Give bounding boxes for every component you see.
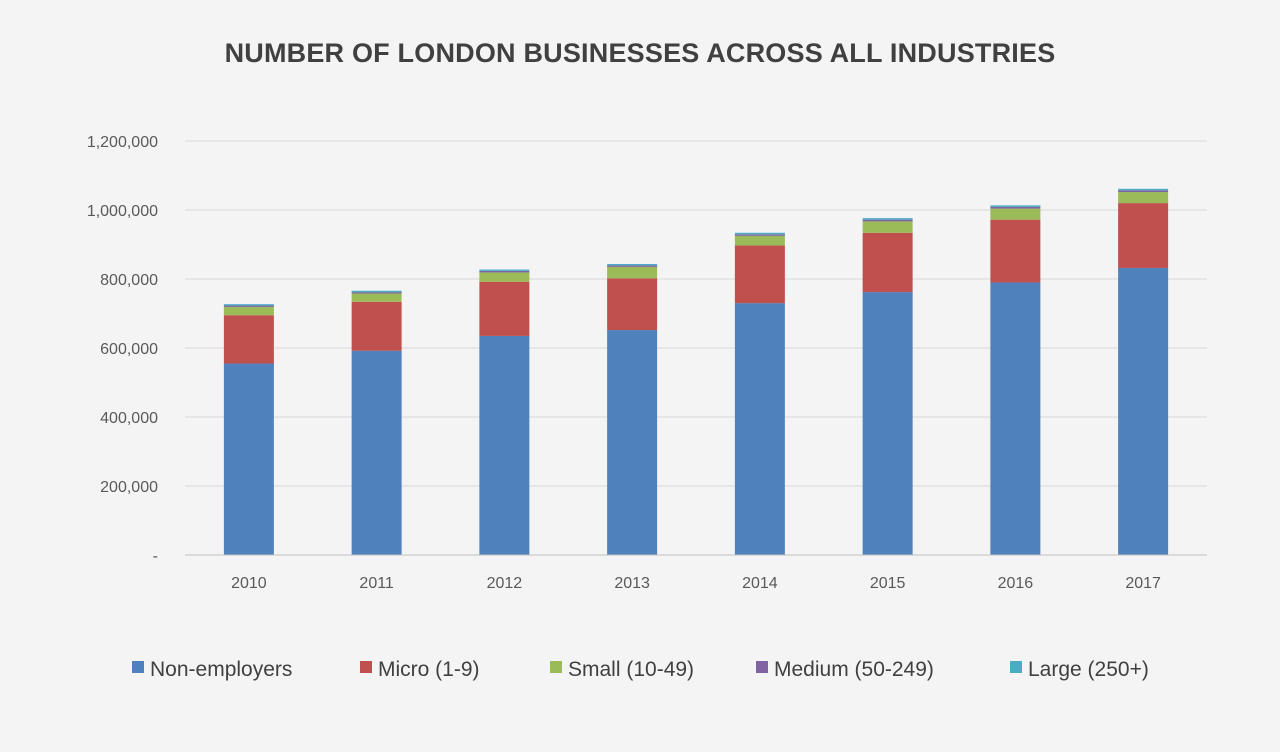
bar-segment bbox=[990, 208, 1041, 220]
legend-item: Medium (50-249) bbox=[756, 658, 934, 681]
bar-segment bbox=[734, 232, 785, 235]
bar-segment bbox=[990, 205, 1041, 207]
bar-segment bbox=[607, 265, 658, 267]
legend-swatch bbox=[360, 661, 372, 673]
legend-label: Non-employers bbox=[150, 658, 292, 681]
chart-title: NUMBER OF LONDON BUSINESSES ACROSS ALL I… bbox=[224, 38, 1056, 68]
bar-segment bbox=[607, 266, 658, 279]
bar-segment bbox=[734, 245, 785, 304]
bar-segment bbox=[351, 350, 402, 555]
bar-segment bbox=[479, 281, 530, 336]
bar-segment bbox=[862, 219, 913, 222]
legend-swatch bbox=[756, 661, 768, 673]
legend-swatch bbox=[550, 661, 562, 673]
y-tick-label: 200,000 bbox=[100, 479, 158, 496]
bar-segment bbox=[990, 219, 1041, 283]
legend-item: Small (10-49) bbox=[550, 658, 694, 681]
x-tick-label: 2010 bbox=[231, 575, 267, 592]
bar-segment bbox=[607, 330, 658, 555]
bar-segment bbox=[223, 363, 274, 555]
bar-segment bbox=[351, 292, 402, 294]
bar-segment bbox=[223, 305, 274, 307]
bar-segment bbox=[1118, 188, 1169, 191]
bar-segment bbox=[351, 290, 402, 293]
bar-segment bbox=[1118, 192, 1169, 204]
y-tick-label: 1,200,000 bbox=[87, 134, 158, 151]
bar-segment bbox=[223, 306, 274, 316]
bar-segment bbox=[351, 301, 402, 351]
legend-label: Medium (50-249) bbox=[774, 658, 934, 681]
bar-segment bbox=[990, 206, 1041, 209]
bars bbox=[223, 188, 1169, 555]
legend-label: Micro (1-9) bbox=[378, 658, 480, 681]
legend-item: Non-employers bbox=[132, 658, 292, 681]
x-tick-label: 2015 bbox=[870, 575, 906, 592]
x-tick-label: 2014 bbox=[742, 575, 778, 592]
bar-segment bbox=[734, 234, 785, 236]
bar-segment bbox=[479, 269, 530, 271]
y-tick-label: 1,000,000 bbox=[87, 203, 158, 220]
bar-segment bbox=[1118, 190, 1169, 193]
legend-swatch bbox=[132, 661, 144, 673]
y-tick-label: - bbox=[153, 548, 158, 565]
bar-segment bbox=[862, 218, 913, 220]
bar-segment bbox=[479, 270, 530, 273]
bar-segment bbox=[223, 304, 274, 306]
legend-item: Micro (1-9) bbox=[360, 658, 480, 681]
bar-segment bbox=[734, 303, 785, 555]
bar-segment bbox=[351, 293, 402, 302]
bar-segment bbox=[607, 263, 658, 266]
bar-segment bbox=[479, 335, 530, 555]
bar-segment bbox=[479, 272, 530, 282]
x-tick-label: 2012 bbox=[487, 575, 523, 592]
x-tick-label: 2016 bbox=[998, 575, 1034, 592]
gridlines bbox=[185, 140, 1207, 487]
bar-segment bbox=[862, 221, 913, 233]
y-tick-label: 600,000 bbox=[100, 341, 158, 358]
bar-segment bbox=[862, 292, 913, 555]
bar-segment bbox=[1118, 267, 1169, 555]
y-tick-label: 400,000 bbox=[100, 410, 158, 427]
bar-segment bbox=[862, 232, 913, 293]
y-tick-label: 800,000 bbox=[100, 272, 158, 289]
legend-label: Large (250+) bbox=[1028, 658, 1149, 681]
x-tick-label: 2017 bbox=[1125, 575, 1161, 592]
axes: - 200,000 400,000 600,000 800,000 1,000,000 1,… bbox=[87, 134, 1207, 592]
legend: Non-employers Micro (1-9) Small (10-49) Med… bbox=[132, 658, 1149, 681]
bar-segment bbox=[223, 315, 274, 364]
legend-swatch bbox=[1010, 661, 1022, 673]
bar-segment bbox=[1118, 203, 1169, 268]
bar-segment bbox=[990, 282, 1041, 555]
legend-item: Large (250+) bbox=[1010, 658, 1149, 681]
bar-segment bbox=[607, 278, 658, 331]
x-tick-label: 2013 bbox=[614, 575, 650, 592]
legend-label: Small (10-49) bbox=[568, 658, 694, 681]
x-tick-label: 2011 bbox=[359, 575, 394, 592]
bar-segment bbox=[734, 235, 785, 246]
